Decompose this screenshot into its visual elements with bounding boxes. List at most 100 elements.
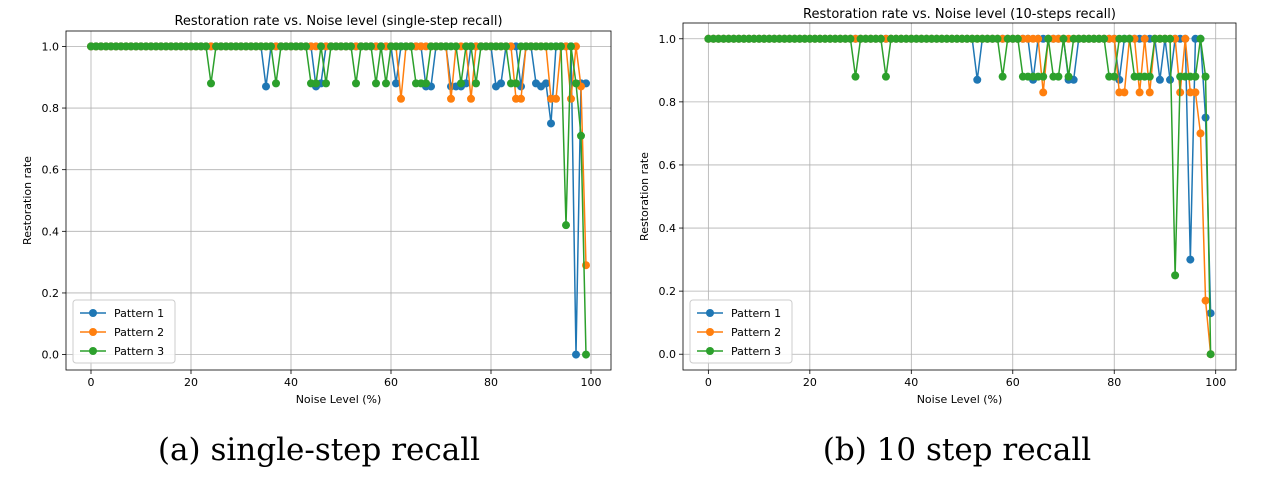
data-point <box>846 34 855 43</box>
caption-a: (a) single-step recall <box>157 432 481 468</box>
data-point <box>1196 34 1205 43</box>
y-tick-label: 1.0 <box>42 40 60 53</box>
y-tick-label: 0.6 <box>659 159 677 172</box>
data-point <box>467 94 475 103</box>
chart-a-svg: 0 20 40 60 80 100 0.0 0.2 0.4 0.6 0.8 1.0 Restoratio… <box>21 14 612 406</box>
legend-box <box>72 299 176 364</box>
legend-entry-label: Pattern 2 <box>114 326 164 339</box>
data-point <box>272 79 280 88</box>
data-point <box>973 75 982 84</box>
x-tick-label: 80 <box>484 376 498 389</box>
data-point <box>302 42 310 51</box>
data-point <box>1171 271 1180 280</box>
data-point <box>1039 88 1048 97</box>
data-point <box>457 79 465 88</box>
data-point <box>1201 72 1210 81</box>
x-tick-label: 80 <box>1107 376 1121 389</box>
data-point <box>552 94 560 103</box>
series-line-2 <box>91 45 587 266</box>
data-point <box>312 79 320 88</box>
data-point <box>447 94 455 103</box>
data-point <box>876 34 885 43</box>
data-point <box>392 79 400 88</box>
data-point <box>1039 72 1048 81</box>
y-tick-label: 0.4 <box>659 222 677 235</box>
x-tick-label: 0 <box>705 376 712 389</box>
y-tick-label: 0.0 <box>42 349 60 362</box>
x-tick-label: 20 <box>184 376 198 389</box>
legend: Pattern 1 Pattern 2 Pattern 3 <box>72 299 176 364</box>
legend-swatch-marker <box>706 309 714 317</box>
chart-title: Restoration rate vs. Noise level (single… <box>174 14 502 29</box>
data-point <box>267 42 275 51</box>
data-point <box>567 42 575 51</box>
data-point <box>1054 72 1063 81</box>
data-point <box>1191 72 1200 81</box>
data-point <box>1034 34 1043 43</box>
plot-frame <box>682 22 1237 371</box>
data-point <box>382 79 390 88</box>
x-tick-label: 60 <box>1006 376 1020 389</box>
data-point <box>1145 72 1154 81</box>
data-point <box>1206 309 1215 318</box>
data-point <box>452 42 460 51</box>
x-tick-label: 20 <box>803 376 817 389</box>
data-point <box>407 42 415 51</box>
data-point <box>367 42 375 51</box>
data-point <box>377 42 385 51</box>
data-point <box>1145 88 1154 97</box>
series-3 <box>704 34 1215 359</box>
y-tick-label: 0.6 <box>42 164 60 177</box>
data-point <box>502 42 510 51</box>
legend-swatch-marker <box>89 309 97 317</box>
data-point <box>517 94 525 103</box>
data-point <box>562 221 570 230</box>
data-point <box>207 79 215 88</box>
data-point <box>572 350 580 359</box>
data-point <box>1196 129 1205 138</box>
chart-panel-b: 0 20 40 60 80 100 0.0 0.2 0.4 0.6 0.8 1.0 Restoratio… <box>638 0 1276 483</box>
y-tick-label: 1.0 <box>659 33 677 46</box>
data-point <box>547 119 555 128</box>
legend-swatch-marker <box>89 347 97 355</box>
data-point <box>1155 75 1164 84</box>
data-point <box>1206 350 1215 359</box>
x-axis-label: Noise Level (%) <box>917 393 1003 406</box>
data-point <box>557 42 565 51</box>
data-point <box>1100 34 1109 43</box>
data-point <box>542 79 550 88</box>
data-point <box>1120 88 1129 97</box>
y-tick-label: 0.0 <box>659 348 677 361</box>
y-tick-label: 0.2 <box>42 287 60 300</box>
data-point <box>467 42 475 51</box>
data-point <box>1013 34 1022 43</box>
data-point <box>1125 34 1134 43</box>
y-tick-label: 0.2 <box>659 285 677 298</box>
data-point <box>993 34 1002 43</box>
data-point <box>1064 72 1073 81</box>
data-point <box>372 79 380 88</box>
caption-b: (b) 10 step recall <box>822 432 1092 468</box>
data-point <box>567 94 575 103</box>
plot-frame <box>65 30 612 371</box>
data-point <box>262 82 270 91</box>
data-point <box>582 350 590 359</box>
data-point <box>1140 34 1149 43</box>
data-point <box>1135 88 1144 97</box>
data-point <box>397 94 405 103</box>
data-point <box>1201 296 1210 305</box>
data-point <box>881 72 890 81</box>
data-point <box>497 79 505 88</box>
x-tick-label: 40 <box>904 376 918 389</box>
legend-entry-label: Pattern 1 <box>114 307 164 320</box>
y-axis-label: Restoration rate <box>21 156 34 245</box>
legend-swatch-marker <box>89 328 97 336</box>
chart-panel-a: 0 20 40 60 80 100 0.0 0.2 0.4 0.6 0.8 1.0 Restoratio… <box>21 14 612 468</box>
y-tick-label: 0.8 <box>42 102 60 115</box>
data-point <box>352 79 360 88</box>
data-point <box>422 79 430 88</box>
data-point <box>851 72 860 81</box>
y-tick-label: 0.8 <box>659 96 677 109</box>
x-tick-label: 40 <box>284 376 298 389</box>
data-point <box>347 42 355 51</box>
